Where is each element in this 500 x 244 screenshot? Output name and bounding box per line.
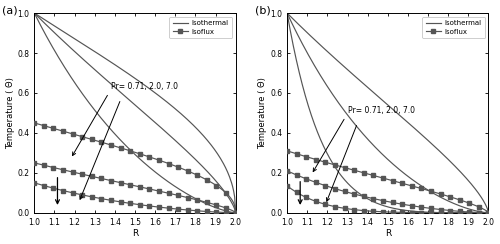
Y-axis label: Temperature ( Θ): Temperature ( Θ): [258, 77, 268, 149]
Y-axis label: Temperature ( Θ): Temperature ( Θ): [6, 77, 15, 149]
X-axis label: R: R: [384, 229, 391, 238]
Legend: Isothermal, Isoflux: Isothermal, Isoflux: [170, 17, 232, 38]
Text: (a): (a): [2, 5, 18, 15]
Text: Pr= 0.71, 2.0, 7.0: Pr= 0.71, 2.0, 7.0: [111, 82, 178, 91]
Legend: Isothermal, Isoflux: Isothermal, Isoflux: [422, 17, 485, 38]
Text: Pr= 0.71, 2.0, 7.0: Pr= 0.71, 2.0, 7.0: [348, 106, 414, 115]
X-axis label: R: R: [132, 229, 138, 238]
Text: (b): (b): [255, 5, 270, 15]
